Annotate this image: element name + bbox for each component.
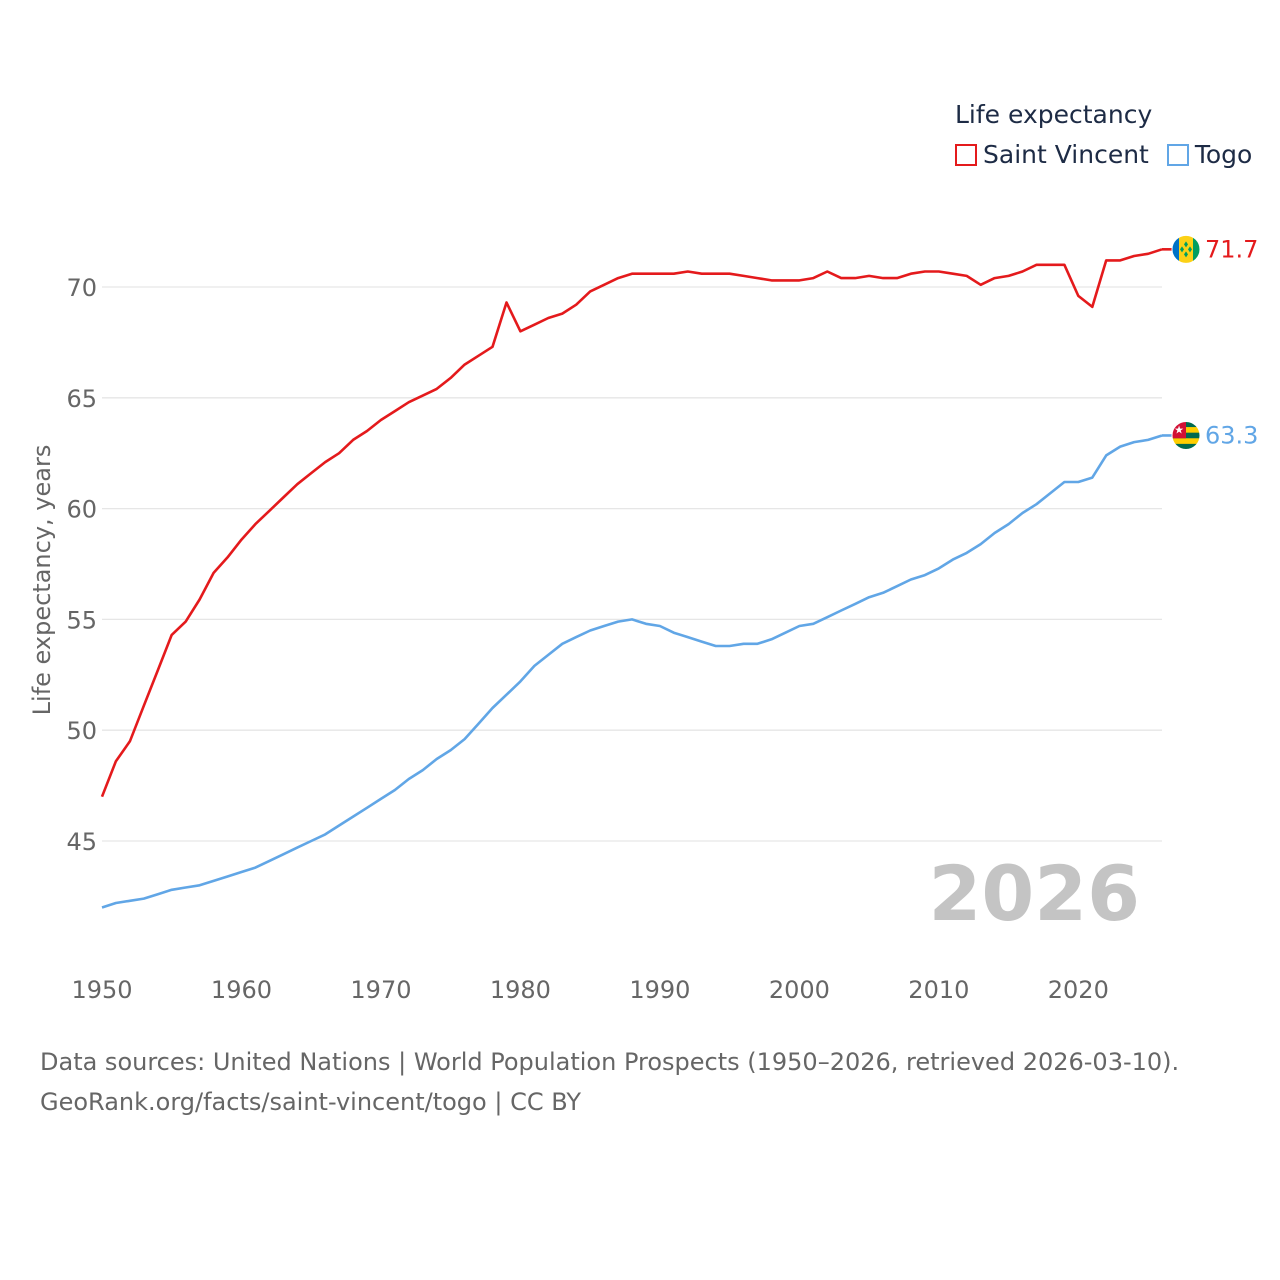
saint-vincent-flag-icon [1171,234,1201,264]
series-end-labels: 71.7 ★ 63.3 [1162,234,1258,450]
end-value-label: 63.3 [1205,421,1258,449]
svg-text:★: ★ [1174,423,1184,436]
legend: Saint Vincent Togo [955,140,1270,169]
y-axis-label: Life expectancy, years [28,445,56,716]
x-tick-label: 2010 [908,976,969,1004]
x-tick-label: 1980 [490,976,551,1004]
y-tick-label: 50 [66,717,97,745]
x-tick-label: 2000 [769,976,830,1004]
series-line-togo[interactable] [101,434,1163,909]
y-tick-label: 65 [66,385,97,413]
y-tick-label: 45 [66,828,97,856]
legend-swatch-togo [1166,143,1189,166]
x-tick-label: 1970 [350,976,411,1004]
year-watermark: 2026 [928,849,1140,938]
y-tick-label: 60 [66,496,97,524]
gridlines [102,286,1162,842]
legend-label-togo: Togo [1194,140,1253,169]
legend-title: Life expectancy [955,100,1153,129]
series-lines [100,248,1163,909]
y-tick-label: 70 [66,274,97,302]
x-axis-ticks: 1950 1960 1970 1980 1990 2000 2010 2020 [71,976,1108,1004]
legend-item-saint-vincent[interactable]: Saint Vincent [955,140,1149,169]
y-axis-ticks: 45 50 55 60 65 70 [66,274,97,856]
legend-item-togo[interactable]: Togo [1166,140,1253,169]
source-note: Data sources: United Nations | World Pop… [40,1042,1179,1122]
y-tick-label: 55 [66,606,97,634]
end-value-label: 71.7 [1205,235,1258,263]
x-tick-label: 1950 [71,976,132,1004]
legend-label-saint-vincent: Saint Vincent [983,140,1149,169]
source-line-1: Data sources: United Nations | World Pop… [40,1048,1180,1076]
source-line-2[interactable]: GeoRank.org/facts/saint-vincent/togo | C… [40,1088,582,1116]
x-tick-label: 2020 [1048,976,1109,1004]
x-tick-label: 1960 [211,976,272,1004]
legend-swatch-saint-vincent [955,143,977,166]
x-tick-label: 1990 [629,976,690,1004]
series-line-saint-vincent[interactable] [100,248,1163,798]
togo-flag-icon: ★ [1171,420,1201,450]
